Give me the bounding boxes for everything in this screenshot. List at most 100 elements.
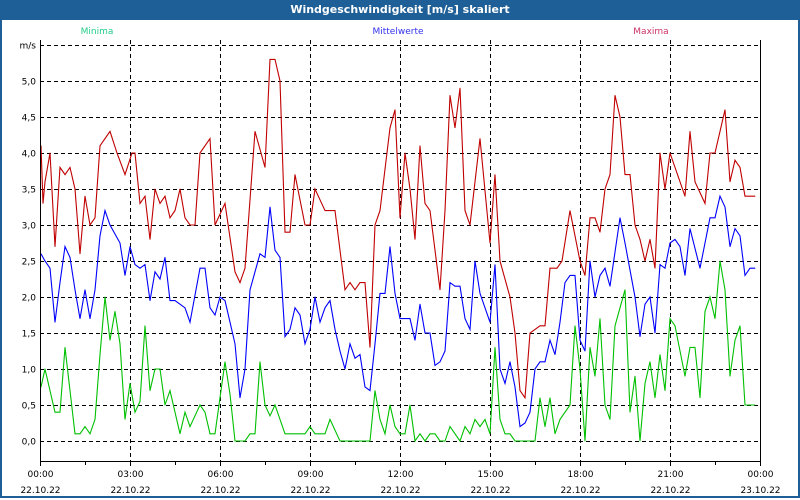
data-point-mittelwerte	[579, 339, 581, 341]
data-point-mittelwerte	[304, 343, 306, 345]
data-point-mittelwerte	[164, 257, 166, 258]
data-point-mittelwerte	[709, 217, 711, 219]
data-point-minima	[304, 433, 306, 435]
y-tick-label: 3,0	[22, 222, 37, 232]
data-point-maxima	[609, 174, 611, 176]
y-tick-label: 5,0	[22, 78, 37, 88]
data-point-minima	[79, 433, 81, 435]
data-point-minima	[99, 354, 101, 355]
y-tick-label: 0,5	[22, 402, 36, 412]
data-point-mittelwerte	[634, 296, 636, 298]
data-point-mittelwerte	[109, 224, 111, 226]
x-tick-time-label: 21:00	[658, 470, 684, 480]
axes	[40, 40, 761, 466]
data-point-minima	[439, 440, 441, 442]
data-point-maxima	[499, 260, 501, 262]
data-point-mittelwerte	[409, 318, 411, 319]
data-point-maxima	[689, 131, 691, 132]
data-point-mittelwerte	[299, 314, 301, 316]
data-point-mittelwerte	[734, 228, 736, 230]
data-point-maxima	[244, 267, 246, 269]
data-point-mittelwerte	[374, 343, 376, 345]
data-point-mittelwerte	[119, 242, 121, 244]
data-point-mittelwerte	[509, 361, 511, 363]
x-tick-date-label: 22.10.22	[20, 486, 60, 496]
data-point-minima	[464, 426, 466, 427]
data-point-minima	[389, 404, 391, 406]
data-point-maxima	[544, 325, 546, 327]
data-point-minima	[314, 433, 316, 435]
data-point-mittelwerte	[674, 239, 676, 240]
data-point-minima	[514, 440, 516, 442]
data-point-minima	[659, 354, 661, 355]
data-point-maxima	[664, 188, 666, 190]
y-tick-label: 3,5	[22, 186, 36, 196]
data-point-mittelwerte	[244, 368, 246, 370]
data-point-maxima	[654, 267, 656, 269]
data-point-mittelwerte	[209, 307, 211, 309]
data-point-mittelwerte	[559, 321, 561, 323]
data-point-maxima	[684, 195, 686, 197]
data-point-minima	[244, 440, 246, 442]
data-point-mittelwerte	[264, 257, 266, 258]
data-point-minima	[119, 343, 121, 345]
data-point-maxima	[164, 195, 166, 197]
x-tick-time-label: 00:00	[28, 470, 54, 480]
x-tick-date-label: 22.10.22	[110, 486, 150, 496]
data-point-maxima	[429, 210, 431, 212]
data-point-mittelwerte	[719, 195, 721, 197]
y-tick-label: 2,0	[22, 294, 37, 304]
data-point-minima	[74, 433, 76, 435]
data-point-minima	[64, 347, 66, 348]
data-point-maxima	[349, 282, 351, 283]
data-point-mittelwerte	[469, 329, 471, 330]
y-tick-label: 1,0	[22, 366, 37, 376]
data-point-minima	[59, 411, 61, 413]
data-point-mittelwerte	[424, 332, 426, 334]
data-point-mittelwerte	[134, 264, 136, 265]
data-point-minima	[499, 419, 501, 420]
data-point-maxima	[279, 80, 281, 82]
data-point-minima	[539, 397, 541, 399]
data-point-mittelwerte	[399, 318, 401, 319]
data-point-mittelwerte	[319, 321, 321, 323]
data-point-mittelwerte	[519, 426, 521, 427]
data-point-minima	[114, 311, 116, 312]
data-point-mittelwerte	[189, 321, 191, 323]
data-point-mittelwerte	[99, 235, 101, 237]
data-point-mittelwerte	[274, 249, 276, 251]
data-point-maxima	[584, 275, 586, 276]
data-point-mittelwerte	[589, 260, 591, 262]
data-point-minima	[559, 419, 561, 420]
data-point-mittelwerte	[169, 300, 171, 301]
data-point-maxima	[354, 289, 356, 291]
data-point-mittelwerte	[689, 228, 691, 230]
data-point-maxima	[344, 289, 346, 291]
y-tick-label: 2,5	[22, 258, 36, 268]
data-point-maxima	[269, 59, 271, 60]
data-point-mittelwerte	[204, 267, 206, 269]
data-point-minima	[264, 404, 266, 406]
data-point-maxima	[224, 203, 226, 204]
data-point-mittelwerte	[384, 293, 386, 294]
data-point-mittelwerte	[584, 350, 586, 352]
data-point-mittelwerte	[259, 253, 261, 255]
series-line-mittelwerte	[40, 194, 755, 428]
data-point-maxima	[709, 152, 711, 154]
data-point-mittelwerte	[44, 260, 46, 262]
data-point-minima	[599, 318, 601, 319]
data-point-mittelwerte	[124, 275, 126, 276]
data-point-minima	[374, 390, 376, 391]
data-point-minima	[169, 390, 171, 391]
data-point-maxima	[599, 231, 601, 233]
data-point-mittelwerte	[514, 386, 516, 388]
data-point-mittelwerte	[754, 267, 756, 269]
data-point-maxima	[274, 59, 276, 60]
data-point-mittelwerte	[549, 339, 551, 341]
data-point-maxima	[734, 159, 736, 161]
data-point-minima	[549, 397, 551, 399]
data-point-maxima	[369, 347, 371, 348]
data-point-minima	[229, 393, 231, 395]
data-point-maxima	[561, 260, 563, 262]
data-point-maxima	[539, 325, 541, 327]
